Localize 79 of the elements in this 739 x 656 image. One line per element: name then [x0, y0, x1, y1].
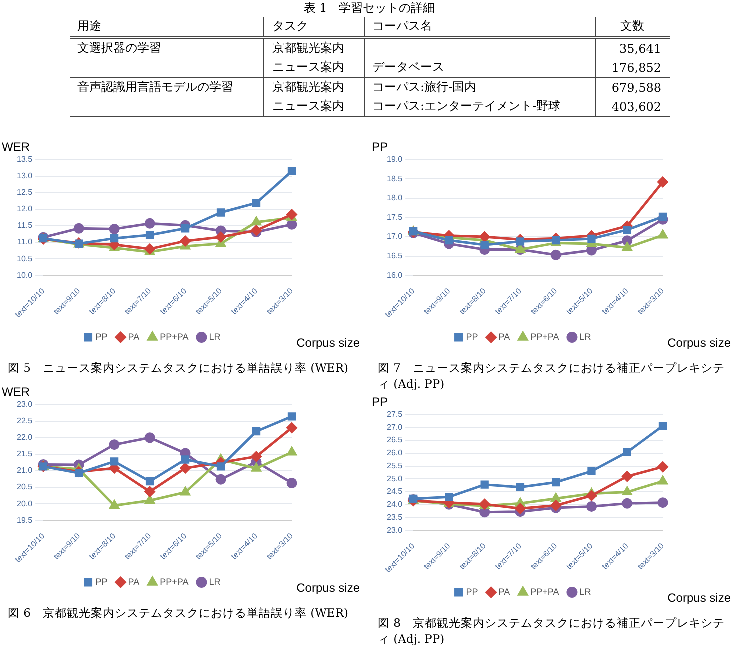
y-tick-label: 18.0 — [386, 194, 404, 203]
text: ニュース案内 — [264, 58, 364, 78]
y-tick-label: 27.0 — [386, 422, 404, 432]
y-tick-label: 19.0 — [386, 155, 404, 164]
y-axis-title: WER — [2, 385, 30, 399]
text: 35,641 — [595, 38, 670, 58]
y-tick-label: 10.0 — [16, 270, 34, 280]
y-tick-label: 20.5 — [16, 482, 34, 492]
legend-label: PP — [96, 332, 108, 342]
legend-label: PP+PA — [160, 332, 189, 342]
x-axis-title: Corpus size — [296, 581, 360, 595]
text: コーパス:旅行-国内 — [364, 78, 595, 97]
y-tick-label: 13.0 — [16, 172, 34, 181]
y-tick-label: 17.0 — [386, 232, 404, 242]
legend-label: PA — [498, 586, 510, 597]
legend-label: PA — [128, 576, 140, 587]
legend-label: LR — [580, 586, 592, 597]
y-tick-label: 21.5 — [16, 450, 34, 459]
y-axis-title: PP — [372, 395, 388, 409]
text: 用途 — [70, 17, 264, 38]
y-axis-title: PP — [372, 140, 388, 154]
y-tick-label: 21.0 — [16, 466, 34, 476]
y-tick-label: 26.0 — [386, 448, 404, 458]
y-tick-label: 12.5 — [16, 188, 34, 198]
text: 文選択器の学習 — [76, 40, 162, 57]
x-axis-title: Corpus size — [668, 591, 731, 605]
y-tick-label: 18.5 — [386, 174, 404, 184]
text: 図 7 ニュース案内システムタスクにおける補正パープレキシティ (Adj. PP) — [378, 360, 726, 392]
legend-label: PP+PA — [530, 586, 560, 597]
y-tick-label: 27.5 — [386, 410, 404, 420]
text: 176,852 — [595, 58, 670, 78]
y-tick-label: 11.0 — [18, 238, 34, 247]
legend-label: PP — [466, 586, 478, 597]
text: 図 6 京都観光案内システムタスクにおける単語誤り率 (WER) — [8, 605, 350, 621]
text: ニュース案内 — [264, 97, 364, 116]
legend-label: LR — [209, 576, 222, 587]
legend-label: PP+PA — [160, 576, 189, 587]
text: 図 5 ニュース案内システムタスクにおける単語誤り率 (WER) — [8, 360, 350, 376]
y-tick-label: 25.5 — [386, 461, 404, 470]
text: タスク — [264, 17, 364, 38]
text: データベース — [364, 58, 595, 78]
y-tick-label: 11.5 — [18, 221, 34, 230]
x-axis-title: Corpus size — [296, 336, 360, 350]
legend-label: PP+PA — [530, 332, 560, 342]
text: コーパス:エンターテイメント-野球 — [364, 97, 595, 116]
legend-label: LR — [209, 332, 222, 342]
y-tick-label: 10.5 — [16, 254, 34, 264]
y-tick-label: 16.5 — [386, 252, 404, 261]
x-axis-title: Corpus size — [668, 336, 731, 350]
legend-label: PP — [96, 576, 108, 587]
legend-label: LR — [580, 332, 592, 342]
y-tick-label: 12.0 — [16, 204, 34, 214]
text: 表 1 学習セットの詳細 — [302, 0, 436, 17]
legend-label: PP — [466, 332, 478, 342]
text: 文数 — [595, 17, 670, 38]
y-tick-label: 25.0 — [386, 474, 404, 484]
y-tick-label: 19.5 — [16, 516, 34, 525]
y-tick-label: 17.5 — [386, 212, 404, 222]
y-tick-label: 13.5 — [16, 155, 34, 164]
y-tick-label: 24.0 — [386, 500, 404, 510]
text: 403,602 — [595, 97, 670, 116]
legend-label: PA — [498, 332, 510, 342]
text: 京都観光案内 — [264, 78, 364, 97]
legend-label: PA — [128, 332, 140, 342]
text: 音声認識用言語モデルの学習 — [70, 78, 264, 97]
text: 679,588 — [595, 78, 670, 97]
y-tick-label: 20.0 — [16, 499, 34, 508]
y-tick-label: 24.5 — [386, 487, 404, 496]
y-tick-label: 23.5 — [386, 512, 404, 522]
y-tick-label: 26.5 — [386, 436, 404, 445]
y-tick-label: 16.0 — [386, 270, 404, 280]
y-tick-label: 22.0 — [16, 433, 34, 442]
y-axis-title: WER — [2, 140, 30, 154]
y-tick-label: 23.0 — [16, 400, 34, 410]
text: コーパス名 — [364, 17, 595, 38]
text: 図 8 京都観光案内システムタスクにおける補正パープレキシティ (Adj. PP) — [378, 615, 726, 647]
y-tick-label: 23.0 — [386, 526, 404, 535]
y-tick-label: 22.5 — [16, 416, 34, 426]
text: 京都観光案内 — [264, 38, 364, 58]
